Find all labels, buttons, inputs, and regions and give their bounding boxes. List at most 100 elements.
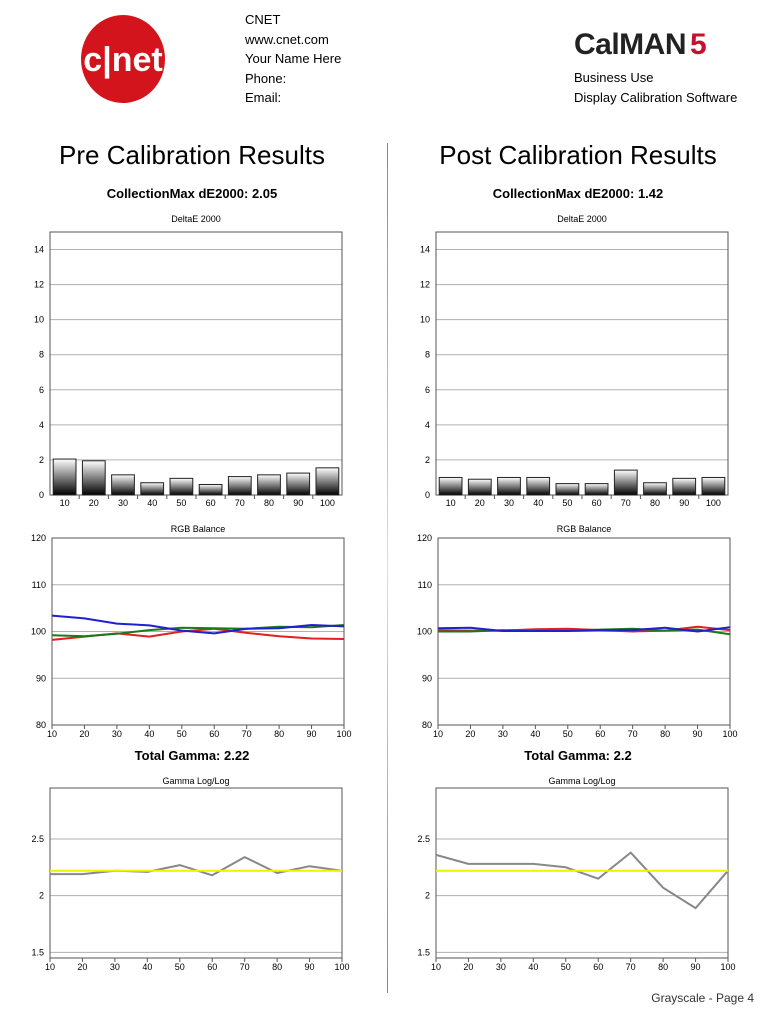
column-divider xyxy=(387,143,388,993)
x-tick-label: 70 xyxy=(242,729,252,739)
y-tick-label: 6 xyxy=(425,385,430,395)
y-tick-label: 2.5 xyxy=(31,834,44,844)
x-tick-label: 90 xyxy=(693,729,703,739)
bar xyxy=(438,476,463,496)
series-line xyxy=(51,614,345,635)
y-tick-label: 100 xyxy=(417,627,432,637)
x-tick-label: 10 xyxy=(60,498,70,508)
y-tick-label: 90 xyxy=(422,673,432,683)
page-number: Grayscale - Page 4 xyxy=(651,991,754,1005)
y-tick-label: 80 xyxy=(422,720,432,730)
x-tick-label: 50 xyxy=(561,962,571,972)
bar xyxy=(315,467,340,496)
bar xyxy=(643,482,667,496)
contact-name: Your Name Here xyxy=(245,51,342,66)
post-collection-max: CollectionMax dE2000: 1.42 xyxy=(492,186,664,201)
y-tick-label: 8 xyxy=(39,350,44,360)
y-tick-label: 2 xyxy=(39,455,44,465)
x-tick-label: 40 xyxy=(142,962,152,972)
y-tick-label: 10 xyxy=(34,315,44,325)
bar xyxy=(555,483,580,496)
pre-rgb-balance-chart: RGB Balance 80 90 100 110 120 10 20 30 40 50 60 70 80… xyxy=(31,524,352,739)
pre-collection-max: CollectionMax dE2000: 2.05 xyxy=(106,186,278,201)
x-tick-label: 80 xyxy=(272,962,282,972)
x-tick-label: 100 xyxy=(720,962,735,972)
y-tick-label: 120 xyxy=(31,533,46,543)
x-tick-label: 60 xyxy=(595,729,605,739)
x-tick-label: 50 xyxy=(562,498,572,508)
x-tick-label: 50 xyxy=(563,729,573,739)
x-tick-label: 80 xyxy=(274,729,284,739)
contact-company: CNET xyxy=(245,12,281,27)
x-tick-label: 100 xyxy=(722,729,737,739)
x-tick-label: 60 xyxy=(209,729,219,739)
y-tick-label: 4 xyxy=(425,420,430,430)
x-tick-label: 80 xyxy=(650,498,660,508)
x-tick-label: 60 xyxy=(207,962,217,972)
x-tick-label: 60 xyxy=(593,962,603,972)
x-tick-label: 60 xyxy=(592,498,602,508)
post-deltae-chart: DeltaE 2000 0 2 4 6 8 10 12 14 10 20 30 40 50 60 70 80 90… xyxy=(420,214,729,508)
x-tick-label: 90 xyxy=(293,498,303,508)
contact-email: Email: xyxy=(245,90,282,105)
y-tick-label: 1.5 xyxy=(417,947,430,957)
bar xyxy=(672,477,697,496)
cnet-logo: c|net xyxy=(81,15,165,103)
x-tick-label: 80 xyxy=(264,498,274,508)
x-tick-label: 10 xyxy=(446,498,456,508)
bar xyxy=(111,474,135,496)
plot-frame xyxy=(49,231,343,496)
x-tick-label: 10 xyxy=(47,729,57,739)
post-calibration-title: Post Calibration Results xyxy=(439,140,717,170)
cnet-logo-text: c|net xyxy=(83,41,162,79)
y-tick-label: 2.5 xyxy=(417,834,430,844)
plot-frame xyxy=(435,231,729,496)
chart-title: DeltaE 2000 xyxy=(557,214,607,224)
chart-title: DeltaE 2000 xyxy=(171,214,221,224)
x-tick-label: 70 xyxy=(628,729,638,739)
post-total-gamma: Total Gamma: 2.2 xyxy=(524,748,632,763)
bar xyxy=(467,478,492,496)
y-tick-label: 110 xyxy=(418,580,432,590)
bar xyxy=(227,476,252,496)
y-tick-label: 14 xyxy=(34,245,44,255)
x-tick-label: 30 xyxy=(118,498,128,508)
x-tick-label: 30 xyxy=(112,729,122,739)
bar xyxy=(52,458,77,496)
calman-logo: CalMAN 5 xyxy=(574,28,707,62)
x-tick-label: 100 xyxy=(706,498,721,508)
y-tick-label: 12 xyxy=(420,280,430,290)
pre-total-gamma: Total Gamma: 2.22 xyxy=(134,748,250,763)
y-tick-label: 110 xyxy=(32,580,46,590)
contact-website: www.cnet.com xyxy=(245,31,329,47)
x-tick-label: 90 xyxy=(305,962,315,972)
y-tick-label: 10 xyxy=(420,315,430,325)
bar xyxy=(169,477,194,496)
x-tick-label: 60 xyxy=(206,498,216,508)
calman-logo-text: CalMAN xyxy=(574,28,687,61)
bar xyxy=(701,476,726,496)
series-line xyxy=(51,627,345,641)
bar xyxy=(81,460,106,496)
y-tick-label: 2 xyxy=(425,891,430,901)
y-tick-label: 80 xyxy=(36,720,46,730)
x-tick-label: 90 xyxy=(691,962,701,972)
post-gamma-chart: Gamma Log/Log 1.5 2 2.5 10 20 30 40 50 60 70 80 90 10… xyxy=(417,776,735,972)
x-tick-label: 70 xyxy=(621,498,631,508)
pre-gamma-chart: Gamma Log/Log 1.5 2 2.5 10 20 30 40 50 60 70 80 90 10… xyxy=(31,776,349,972)
x-tick-label: 50 xyxy=(175,962,185,972)
y-tick-label: 8 xyxy=(425,350,430,360)
y-tick-label: 1.5 xyxy=(31,947,44,957)
x-tick-label: 30 xyxy=(498,729,508,739)
chart-title: Gamma Log/Log xyxy=(162,776,229,786)
series-line xyxy=(437,626,731,633)
calman-logo-version: 5 xyxy=(690,28,707,61)
contact-phone: Phone: xyxy=(245,70,287,86)
chart-title: RGB Balance xyxy=(171,524,226,534)
x-tick-label: 40 xyxy=(147,498,157,508)
software-info: Business Use Display Calibration Softwar… xyxy=(574,68,737,107)
pre-deltae-chart: DeltaE 2000 0 2 4 6 8 10 12 14 10 20 30 40 50 60 70 80 90… xyxy=(34,214,343,508)
y-tick-label: 0 xyxy=(39,490,44,500)
y-tick-label: 12 xyxy=(34,280,44,290)
pre-calibration-title: Pre Calibration Results xyxy=(59,140,325,170)
